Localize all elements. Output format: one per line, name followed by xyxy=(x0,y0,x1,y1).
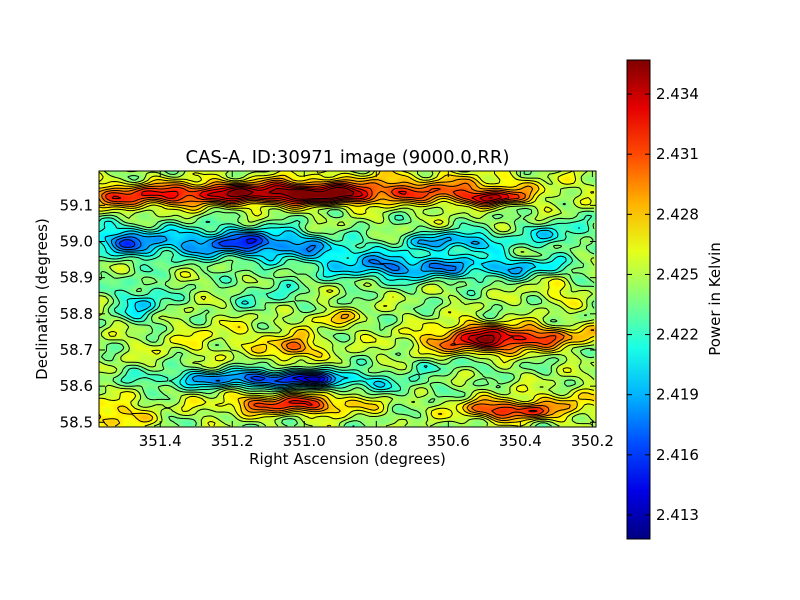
y-tick-label: 58.7 xyxy=(60,341,93,359)
y-tick-label: 58.9 xyxy=(60,269,93,287)
contour-line xyxy=(246,238,326,383)
x-tick-label: 351.4 xyxy=(139,432,182,450)
colorbar-tick-label: 2.419 xyxy=(656,386,699,404)
contour-line xyxy=(99,171,595,427)
x-tick-label: 350.6 xyxy=(427,432,470,450)
contour-line xyxy=(303,376,322,382)
y-tick-label: 59.1 xyxy=(60,196,93,214)
y-axis: 58.5 58.6 58.7 58.8 58.9 59.0 59.1 xyxy=(60,196,596,431)
contour-line xyxy=(99,177,595,421)
chart-title: CAS-A, ID:30971 image (9000.0,RR) xyxy=(186,147,510,168)
y-tick-label: 58.6 xyxy=(60,377,93,395)
contour-line xyxy=(111,231,523,387)
colorbar-tick-label: 2.431 xyxy=(656,145,699,163)
plot-frame xyxy=(98,170,597,428)
y-tick-label: 58.5 xyxy=(60,413,93,431)
contour-line xyxy=(206,185,502,346)
contour-line xyxy=(101,179,565,419)
colorbar-tick-label: 2.434 xyxy=(656,85,699,103)
colorbar-ticks: 2.413 2.416 2.419 2.422 2.425 2.428 2.431 2.434 xyxy=(627,85,699,524)
colorbar-gradient xyxy=(626,59,651,540)
y-axis-label: Declination (degrees) xyxy=(33,218,51,380)
colorbar-tick-label: 2.422 xyxy=(656,326,699,344)
contour-line xyxy=(99,214,593,427)
contour-line xyxy=(226,186,495,344)
contour-line xyxy=(99,220,580,391)
contour-line xyxy=(99,171,595,427)
plot-area xyxy=(99,171,596,427)
contour-line xyxy=(105,181,557,416)
colorbar-label: Power in Kelvin xyxy=(706,242,724,356)
y-tick-label: 58.8 xyxy=(60,305,93,323)
x-axis-label: Right Ascension (degrees) xyxy=(249,450,446,468)
contour-lines xyxy=(99,171,595,427)
colorbar: 2.413 2.416 2.419 2.422 2.425 2.428 2.431 2.434 xyxy=(626,59,699,540)
x-tick-label: 351.0 xyxy=(283,432,326,450)
x-tick-label: 351.2 xyxy=(211,432,254,450)
contour-line xyxy=(104,228,554,388)
colorbar-tick-label: 2.428 xyxy=(656,205,699,223)
colorbar-tick-label: 2.425 xyxy=(656,265,699,283)
contour-line xyxy=(111,183,538,413)
colorbar-tick-label: 2.416 xyxy=(656,446,699,464)
x-axis: 351.4 351.2 351.0 350.8 350.6 350.4 350.2 xyxy=(139,171,614,450)
x-tick-label: 350.2 xyxy=(571,432,614,450)
colorbar-tick-label: 2.413 xyxy=(656,506,699,524)
contour-line xyxy=(118,235,329,385)
x-tick-label: 350.4 xyxy=(499,432,542,450)
y-tick-label: 59.0 xyxy=(60,233,93,251)
x-tick-label: 350.8 xyxy=(355,432,398,450)
contour-line xyxy=(114,233,457,386)
